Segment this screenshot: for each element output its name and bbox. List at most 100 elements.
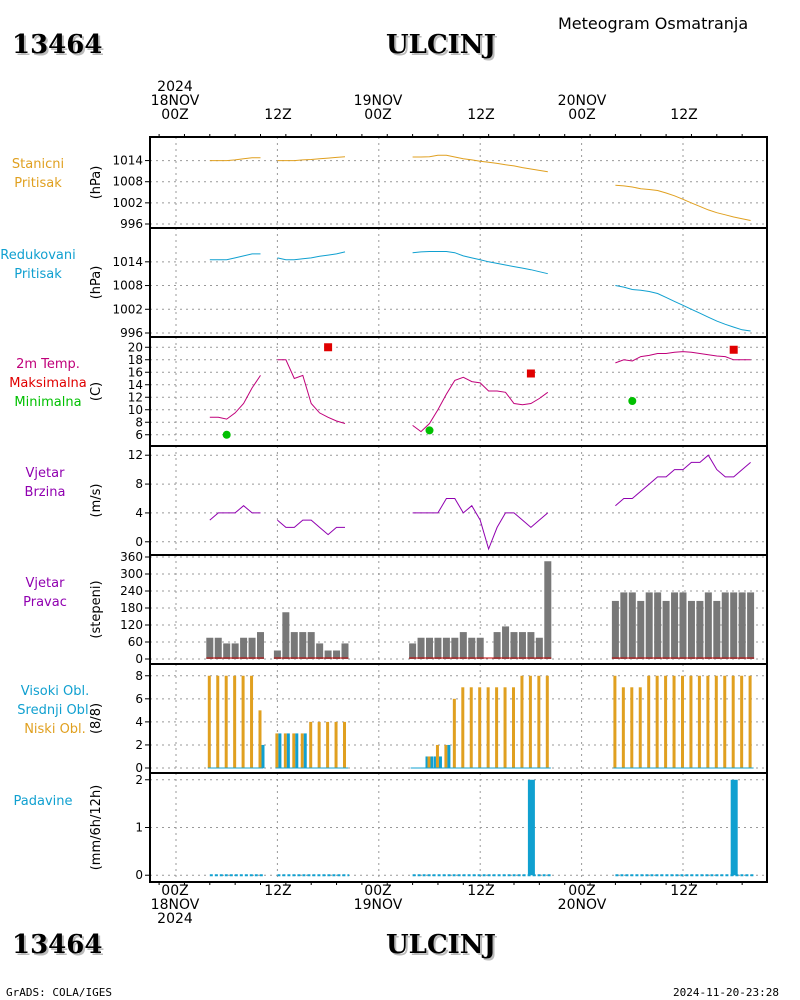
wind-dir-bar bbox=[628, 592, 636, 659]
time-label-top-24: 19NOV 00Z bbox=[333, 94, 423, 122]
y-tick-label: 1014 bbox=[112, 154, 143, 168]
low-cloud-bar bbox=[495, 687, 499, 768]
wind-dir-bar bbox=[671, 592, 679, 659]
min-temp-marker bbox=[222, 430, 231, 439]
y-axis-label: (stepeni) bbox=[89, 580, 104, 638]
series-line bbox=[615, 454, 751, 507]
label-line: Brzina bbox=[24, 485, 66, 500]
low-cloud-bar bbox=[258, 710, 262, 768]
low-cloud-bar bbox=[613, 675, 617, 768]
panel-frame bbox=[149, 227, 768, 338]
series-line bbox=[277, 156, 346, 162]
time-label-line: 12Z bbox=[264, 107, 292, 123]
label-wind-speed: Vjetar Brzina bbox=[0, 464, 110, 502]
low-cloud-bar bbox=[478, 687, 482, 768]
wind-dir-bar bbox=[696, 600, 704, 659]
time-label-top-36: 12Z bbox=[436, 108, 526, 122]
low-cloud-bar bbox=[461, 687, 465, 768]
y-tick-label: 60 bbox=[128, 635, 143, 649]
y-axis-label: (hPa) bbox=[89, 166, 104, 200]
panel-wind_speed: 0 4 8 12 (m/s) bbox=[89, 445, 768, 556]
series-line bbox=[412, 251, 548, 275]
low-cloud-bar bbox=[300, 733, 304, 768]
mid-cloud-bar bbox=[303, 733, 307, 768]
wind-dir-bar bbox=[273, 650, 281, 659]
series-line bbox=[277, 519, 345, 536]
mid-cloud-bar bbox=[430, 756, 434, 768]
y-tick-label: 18 bbox=[128, 353, 143, 367]
time-label-line: 12Z bbox=[467, 883, 495, 899]
low-cloud-bar bbox=[427, 756, 431, 768]
time-label-bottom-48: 00Z 20NOV bbox=[537, 884, 627, 912]
time-label-line: 12Z bbox=[670, 883, 698, 899]
time-label-line: 12Z bbox=[467, 107, 495, 123]
low-cloud-bar bbox=[224, 675, 228, 768]
label-line: Stanicni bbox=[11, 157, 65, 172]
max-temp-marker bbox=[729, 345, 738, 354]
low-cloud-bar bbox=[655, 675, 659, 768]
y-tick-label: 16 bbox=[128, 365, 143, 379]
label-precip: Padavine bbox=[0, 792, 108, 811]
time-label-top-60: 12Z bbox=[639, 108, 729, 122]
low-cloud-bar bbox=[435, 744, 439, 768]
wind-dir-bar bbox=[611, 600, 619, 659]
time-label-line: 00Z bbox=[161, 883, 189, 899]
wind-dir-bar bbox=[442, 637, 450, 659]
max-temp-marker bbox=[324, 343, 333, 352]
timestamp-text: 2024-11-20-23:28 bbox=[673, 986, 779, 999]
wind-dir-bar bbox=[214, 637, 222, 659]
time-label-bottom-0: 00Z 18NOV 2024 bbox=[130, 884, 220, 926]
time-label-line: 18NOV bbox=[150, 93, 200, 109]
y-tick-label: 8 bbox=[135, 477, 143, 491]
label-line: Visoki Obl. bbox=[20, 684, 90, 699]
max-temp-marker bbox=[526, 369, 535, 378]
low-cloud-bar bbox=[326, 721, 330, 768]
wind-dir-bar bbox=[426, 637, 433, 659]
y-tick-label: 1002 bbox=[112, 302, 143, 316]
low-cloud-bar bbox=[512, 687, 515, 768]
wind-dir-bar bbox=[544, 561, 552, 659]
time-label-line: 12Z bbox=[670, 107, 698, 123]
y-tick-label: 1008 bbox=[112, 175, 143, 189]
y-tick-label: 2 bbox=[135, 738, 143, 752]
series-line bbox=[412, 154, 548, 173]
mid-cloud-bar bbox=[295, 733, 299, 768]
wind-dir-bar bbox=[316, 643, 324, 659]
panel-clouds: 0 2 4 6 8 (8/8) bbox=[89, 663, 768, 775]
mid-cloud-bar bbox=[438, 756, 442, 768]
wind-dir-bar bbox=[240, 637, 248, 659]
series-line bbox=[615, 184, 751, 221]
wind-dir-bar bbox=[747, 592, 755, 659]
wind-dir-bar bbox=[704, 592, 712, 659]
low-cloud-bar bbox=[723, 675, 727, 768]
low-cloud-bar bbox=[638, 687, 642, 768]
wind-dir-bar bbox=[620, 592, 628, 659]
y-tick-label: 0 bbox=[135, 535, 143, 549]
wind-dir-bar bbox=[518, 632, 526, 659]
mid-cloud-bar bbox=[261, 744, 265, 768]
label-line: Padavine bbox=[13, 794, 73, 809]
wind-dir-bar bbox=[687, 600, 695, 659]
wind-dir-bar bbox=[476, 637, 484, 659]
label-clouds: Visoki Obl. Srednji Obl. Niski Obl. bbox=[0, 682, 120, 739]
wind-dir-bar bbox=[502, 626, 510, 659]
series-line bbox=[615, 285, 751, 332]
wind-dir-bar bbox=[510, 632, 518, 659]
y-tick-label: 4 bbox=[135, 715, 143, 729]
time-label-line: 00Z bbox=[161, 107, 189, 123]
time-label-top-48: 20NOV 00Z bbox=[537, 94, 627, 122]
series-line bbox=[209, 157, 261, 162]
low-cloud-bar bbox=[207, 675, 211, 768]
wind-dir-bar bbox=[721, 592, 729, 659]
y-tick-label: 6 bbox=[135, 692, 143, 706]
label-line: Pritisak bbox=[14, 267, 62, 282]
series-line bbox=[209, 505, 261, 521]
precip-bar bbox=[527, 779, 535, 876]
wind-dir-bar bbox=[662, 600, 670, 659]
wind-dir-bar bbox=[206, 637, 214, 659]
label-line: Vjetar bbox=[25, 576, 65, 591]
series-line bbox=[615, 351, 751, 364]
panel-wind_direction: 0 60 120 180 240 300 360 (stepeni) bbox=[89, 550, 768, 666]
y-axis-label: (8/8) bbox=[89, 703, 104, 734]
label-temperature: 2m Temp. Maksimalna Minimalna bbox=[0, 355, 113, 412]
